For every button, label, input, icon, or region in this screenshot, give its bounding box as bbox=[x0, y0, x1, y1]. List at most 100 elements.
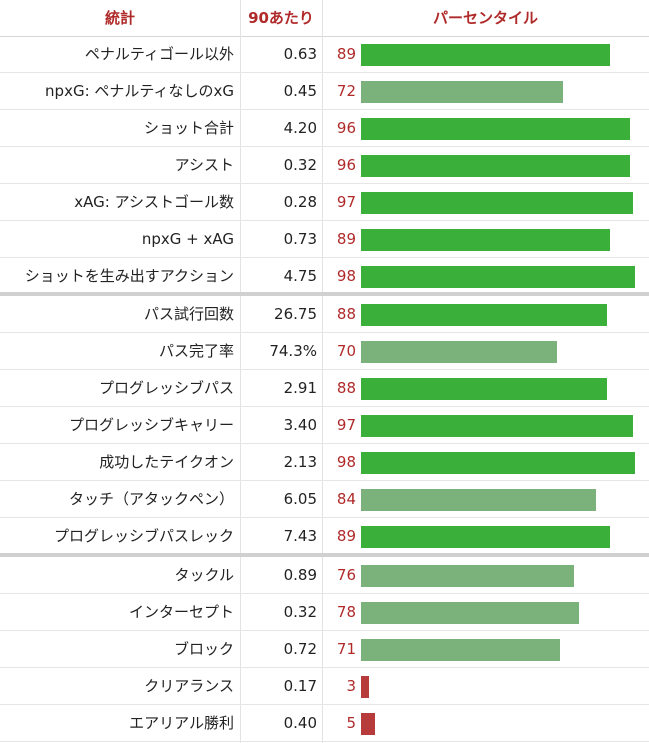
percentile-value: 78 bbox=[336, 603, 356, 621]
percentile-value: 88 bbox=[336, 305, 356, 323]
percentile-bar bbox=[361, 229, 610, 251]
table-row: アシスト 0.32 96 bbox=[0, 147, 649, 184]
table-row: プログレッシブキャリー 3.40 97 bbox=[0, 407, 649, 444]
table-row: npxG: ペナルティなしのxG 0.45 72 bbox=[0, 73, 649, 110]
per90-value: 0.73 bbox=[283, 230, 317, 248]
percentile-value: 96 bbox=[336, 156, 356, 174]
per90-value: 2.13 bbox=[283, 453, 317, 471]
stat-label[interactable]: パス試行回数 bbox=[143, 305, 234, 323]
table-row: パス試行回数 26.75 88 bbox=[0, 292, 649, 333]
stat-label[interactable]: npxG: ペナルティなしのxG bbox=[45, 82, 234, 100]
table-row: プログレッシブパスレック 7.43 89 bbox=[0, 518, 649, 555]
per90-value: 0.32 bbox=[283, 156, 317, 174]
percentile-bar bbox=[361, 713, 375, 735]
stat-label[interactable]: npxG + xAG bbox=[141, 230, 234, 248]
table-row: タッチ（アタックペン） 6.05 84 bbox=[0, 481, 649, 518]
per90-value: 0.63 bbox=[283, 45, 317, 63]
per90-value: 0.28 bbox=[283, 193, 317, 211]
stat-label[interactable]: エアリアル勝利 bbox=[129, 714, 234, 732]
header-stat[interactable]: 統計 bbox=[104, 9, 135, 27]
percentile-bar bbox=[361, 304, 607, 326]
table-row: ペナルティゴール以外 0.63 89 bbox=[0, 36, 649, 73]
stat-label[interactable]: xAG: アシストゴール数 bbox=[74, 193, 234, 211]
stat-label[interactable]: インターセプト bbox=[128, 603, 234, 621]
header-per90[interactable]: 90あたり bbox=[248, 9, 314, 27]
per90-value: 26.75 bbox=[274, 305, 317, 323]
percentile-value: 89 bbox=[336, 527, 356, 545]
percentile-value: 72 bbox=[336, 82, 356, 100]
percentile-bar bbox=[361, 266, 635, 288]
percentile-bar bbox=[361, 526, 610, 548]
table-row: プログレッシブパス 2.91 88 bbox=[0, 370, 649, 407]
column-divider bbox=[322, 0, 323, 743]
percentile-value: 89 bbox=[336, 230, 356, 248]
stat-label[interactable]: ペナルティゴール以外 bbox=[84, 45, 234, 63]
stat-label[interactable]: プログレッシブパス bbox=[98, 379, 234, 397]
header-percentile[interactable]: パーセンタイル bbox=[432, 9, 538, 27]
percentile-value: 76 bbox=[336, 566, 356, 584]
per90-value: 0.45 bbox=[283, 82, 317, 100]
stat-label[interactable]: タッチ（アタックペン） bbox=[68, 490, 234, 508]
percentile-bar bbox=[361, 676, 369, 698]
percentile-value: 98 bbox=[336, 453, 356, 471]
stat-label[interactable]: プログレッシブパスレック bbox=[53, 527, 234, 545]
percentile-bar bbox=[361, 44, 610, 66]
table-row: 成功したテイクオン 2.13 98 bbox=[0, 444, 649, 481]
percentile-bar bbox=[361, 639, 560, 661]
percentile-value: 97 bbox=[336, 416, 356, 434]
per90-value: 4.20 bbox=[283, 119, 317, 137]
percentile-bar bbox=[361, 378, 607, 400]
percentile-bar bbox=[361, 565, 574, 587]
per90-value: 3.40 bbox=[283, 416, 317, 434]
percentile-value: 89 bbox=[336, 45, 356, 63]
stat-label[interactable]: クリアランス bbox=[144, 677, 234, 695]
percentile-bar bbox=[361, 489, 596, 511]
table-row: インターセプト 0.32 78 bbox=[0, 594, 649, 631]
stat-label[interactable]: パス完了率 bbox=[158, 342, 234, 360]
percentile-bar bbox=[361, 602, 579, 624]
table-row: エアリアル勝利 0.40 5 bbox=[0, 705, 649, 742]
table-header: 統計 90あたり パーセンタイル bbox=[0, 0, 649, 37]
per90-value: 0.17 bbox=[283, 677, 317, 695]
table-row: ブロック 0.72 71 bbox=[0, 631, 649, 668]
per90-value: 0.89 bbox=[283, 566, 317, 584]
percentile-value: 71 bbox=[336, 640, 356, 658]
percentile-bar bbox=[361, 81, 563, 103]
per90-value: 6.05 bbox=[283, 490, 317, 508]
table-row: xAG: アシストゴール数 0.28 97 bbox=[0, 184, 649, 221]
percentile-value: 5 bbox=[346, 714, 356, 732]
per90-value: 7.43 bbox=[283, 527, 317, 545]
percentile-bar bbox=[361, 192, 633, 214]
table-row: npxG + xAG 0.73 89 bbox=[0, 221, 649, 258]
table-row: パス完了率 74.3% 70 bbox=[0, 333, 649, 370]
stat-label[interactable]: プログレッシブキャリー bbox=[68, 416, 234, 434]
per90-value: 4.75 bbox=[283, 267, 317, 285]
percentile-value: 97 bbox=[336, 193, 356, 211]
percentile-value: 3 bbox=[346, 677, 356, 695]
per90-value: 2.91 bbox=[283, 379, 317, 397]
column-divider bbox=[240, 0, 241, 743]
percentile-value: 96 bbox=[336, 119, 356, 137]
table-row: ショット合計 4.20 96 bbox=[0, 110, 649, 147]
per90-value: 0.32 bbox=[283, 603, 317, 621]
stat-label[interactable]: タックル bbox=[174, 566, 234, 584]
table-row: クリアランス 0.17 3 bbox=[0, 668, 649, 705]
per90-value: 0.72 bbox=[283, 640, 317, 658]
stat-label[interactable]: 成功したテイクオン bbox=[99, 453, 234, 471]
percentile-value: 88 bbox=[336, 379, 356, 397]
table-row: タックル 0.89 76 bbox=[0, 553, 649, 594]
table-row: ショットを生み出すアクション 4.75 98 bbox=[0, 258, 649, 295]
per90-value: 74.3% bbox=[269, 342, 317, 360]
percentile-value: 70 bbox=[336, 342, 356, 360]
stat-label[interactable]: アシスト bbox=[174, 156, 234, 174]
stat-label[interactable]: ブロック bbox=[173, 640, 234, 658]
percentile-value: 98 bbox=[336, 267, 356, 285]
percentile-bar bbox=[361, 415, 633, 437]
percentile-bar bbox=[361, 341, 557, 363]
percentile-bar bbox=[361, 155, 630, 177]
stat-label[interactable]: ショットを生み出すアクション bbox=[24, 267, 234, 285]
percentile-bar bbox=[361, 452, 635, 474]
percentile-bar bbox=[361, 118, 630, 140]
stat-label[interactable]: ショット合計 bbox=[143, 119, 234, 137]
